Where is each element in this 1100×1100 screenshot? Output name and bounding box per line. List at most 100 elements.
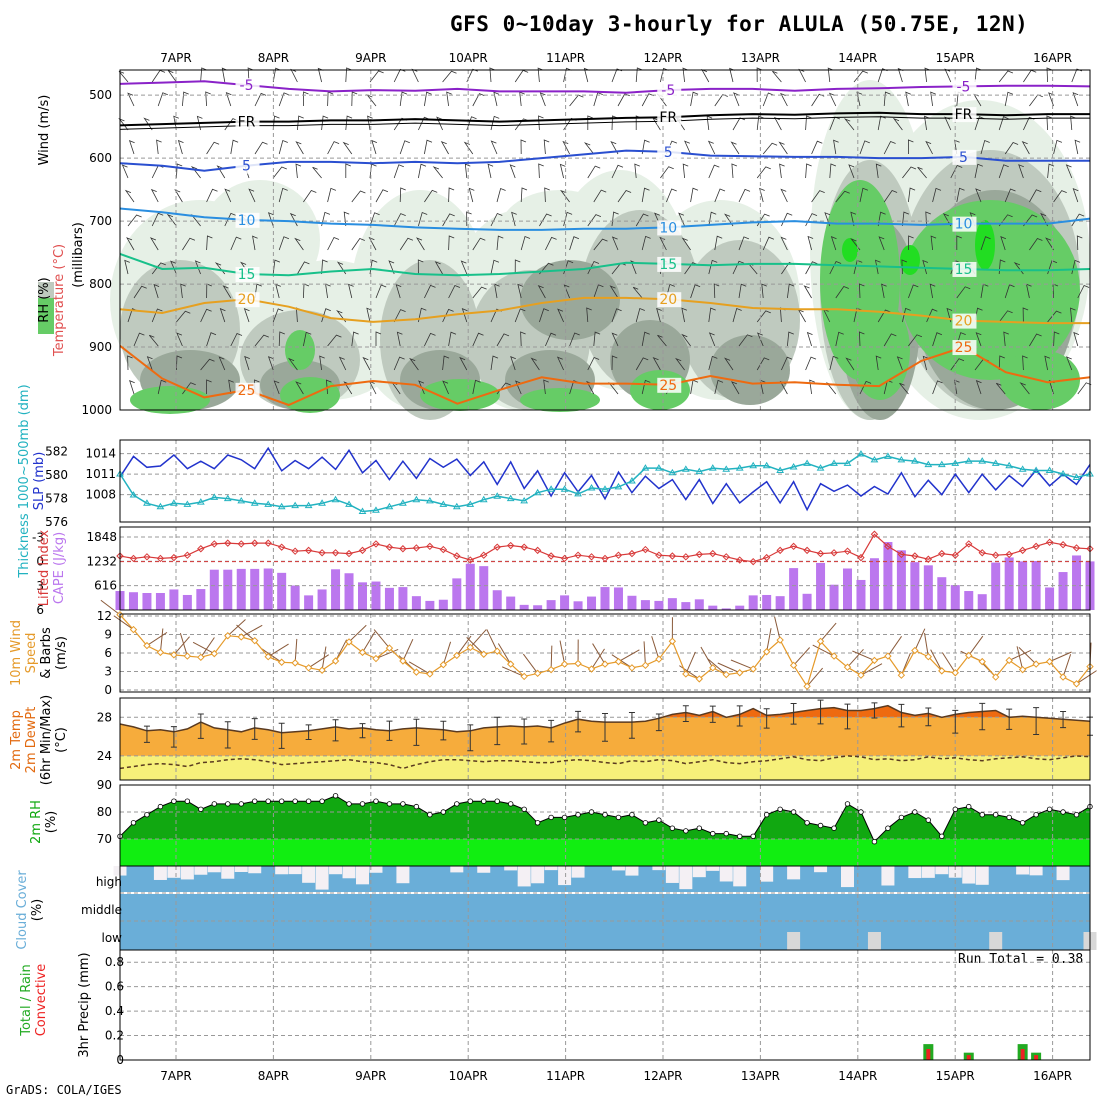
surface-wind-barb [146, 631, 168, 647]
wind-barb [859, 140, 870, 155]
contour-label-bg [235, 382, 260, 398]
surface-wind-barb [1018, 647, 1037, 665]
wind-barb [216, 165, 226, 179]
wind-barb [877, 309, 891, 323]
axis-label: (m/s) [54, 636, 69, 670]
date-label-top: 14APR [838, 51, 877, 65]
cape-bar [1031, 560, 1041, 610]
li-marker [480, 551, 488, 559]
surface-wind-barb [373, 629, 390, 649]
li-marker [722, 553, 730, 561]
thickness-marker [385, 502, 394, 510]
wind-barb [490, 212, 503, 227]
li-marker [843, 547, 852, 555]
contour-label-bg [235, 114, 260, 130]
wind-barb [520, 139, 527, 155]
wind-marker [1072, 680, 1081, 688]
wind-barb [432, 166, 443, 179]
wind-barb [956, 187, 965, 203]
cross-section-vgrid [175, 70, 1054, 410]
thickness-marker [924, 460, 933, 468]
temp-error-bar [386, 720, 393, 741]
li-marker [520, 543, 528, 551]
wind-marker [938, 667, 946, 675]
thickness-marker [951, 459, 960, 466]
cape-bar [519, 604, 529, 610]
cloud-high-gap [342, 866, 356, 879]
wind-barb [875, 355, 882, 371]
rh2m-marker [575, 812, 581, 818]
temp-contour-label: 10 [659, 220, 677, 236]
cloud-high-gap [625, 866, 639, 876]
surface-wind-barb [685, 651, 696, 675]
wind-marker [870, 656, 879, 665]
wind-barb [150, 188, 159, 203]
cloud-high-gap [180, 866, 194, 880]
li-marker [291, 547, 299, 555]
rh2m-marker [804, 820, 810, 826]
surface-wind-barb [241, 624, 263, 638]
li-marker [816, 549, 825, 558]
wind-barb [297, 261, 310, 275]
precip-conv-bar [966, 1055, 971, 1060]
wind-barb [118, 117, 129, 131]
axis-label: & Barbs [39, 627, 54, 679]
wind-barb [345, 67, 352, 83]
wind-barb [466, 116, 477, 131]
cape-bar [762, 594, 772, 610]
wind-barb [946, 307, 953, 323]
surface-wind-barb [375, 648, 399, 660]
rh2m-marker [265, 798, 271, 804]
li-cape-axis-label: Lifted Index CAPE (J/kg) [37, 529, 67, 606]
wind-barb [351, 91, 358, 107]
wind-marker [749, 665, 757, 673]
temp-error-bar [952, 709, 959, 734]
thickness-marker [641, 464, 650, 471]
wind-barb [587, 356, 600, 371]
wind-barb [950, 164, 963, 179]
li-marker [453, 552, 461, 560]
axis-label: Thickness 1000~500mb (dm) [17, 384, 32, 578]
contour-label-bg [952, 216, 977, 232]
wind-barb [1000, 236, 1007, 251]
surface-wind-barb [559, 640, 566, 665]
wind-barb [173, 115, 179, 131]
thickness-marker [695, 467, 704, 475]
wind-barb [248, 188, 256, 203]
temp-contour-label: 25 [238, 383, 256, 399]
cape-bar [384, 587, 394, 610]
wind-barb [321, 308, 331, 323]
wind-marker [399, 657, 407, 665]
wind-barb [472, 286, 487, 299]
wind-barb [375, 284, 387, 299]
wind-barb [538, 163, 544, 179]
wind-barb [151, 308, 163, 323]
cape-bar [991, 562, 1001, 610]
temp-contour-label: FR [659, 110, 677, 126]
temp-contour-label: 25 [659, 378, 677, 394]
wind-barb [974, 163, 983, 179]
li-marker [170, 553, 178, 562]
wind-barb [660, 166, 674, 179]
wind-barb [675, 357, 685, 371]
wind-barb [424, 189, 438, 203]
wind-marker [439, 661, 448, 669]
cloud-high-gap [1056, 866, 1070, 881]
li-tick: 6 [36, 603, 44, 617]
wind-barb [294, 237, 304, 251]
cape-bar [142, 593, 152, 610]
temp-contour-label: -5 [661, 83, 675, 99]
wind-barb [206, 235, 213, 251]
cape-tick: 616 [94, 579, 117, 593]
cloud-high-gap [948, 866, 962, 878]
surface-wind-barb [930, 649, 943, 672]
wind-marker [291, 659, 299, 667]
cape-bar [209, 569, 219, 610]
wind-barb [738, 236, 750, 251]
wind-barb [681, 307, 688, 323]
wind-barb [681, 237, 691, 251]
wind-barb [396, 331, 403, 347]
rh2m-marker [858, 809, 864, 815]
wind-barb [1071, 213, 1085, 227]
credit-label: GrADS: COLA/IGES [6, 1083, 122, 1097]
